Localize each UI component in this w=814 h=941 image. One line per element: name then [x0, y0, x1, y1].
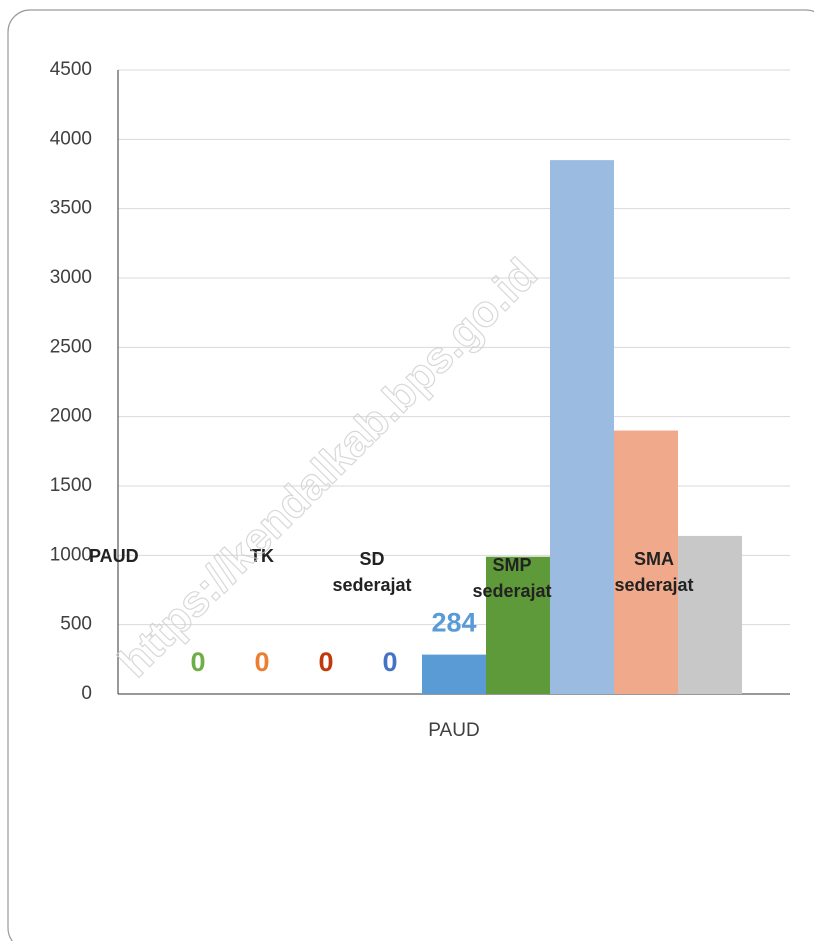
- bar: [486, 556, 550, 694]
- x-tick-label: PAUD: [428, 720, 479, 741]
- bar: [678, 535, 742, 694]
- y-tick-label: 2000: [50, 406, 92, 427]
- y-tick-label: 3500: [50, 198, 92, 219]
- bar: [614, 430, 678, 694]
- y-tick-label: 0: [81, 683, 92, 704]
- annotation: PAUD: [89, 546, 139, 566]
- data-label: 0: [318, 647, 333, 677]
- annotation: SMA sederajat: [614, 549, 693, 595]
- data-label: 284: [431, 608, 476, 638]
- y-tick-label: 1000: [50, 544, 92, 565]
- y-tick-label: 4000: [50, 128, 92, 149]
- bar: [550, 160, 614, 695]
- annotation: SMP sederajat: [472, 555, 551, 601]
- data-label: 0: [382, 647, 397, 677]
- y-tick-label: 3000: [50, 267, 92, 288]
- y-tick-label: 2500: [50, 336, 92, 357]
- data-label: 0: [190, 647, 205, 677]
- bar: [422, 654, 486, 694]
- annotation: SD sederajat: [332, 549, 411, 595]
- data-label: 0: [254, 647, 269, 677]
- annotation: TK: [250, 546, 274, 566]
- y-tick-label: 500: [60, 614, 92, 635]
- y-tick-label: 1500: [50, 475, 92, 496]
- chart-border: [7, 9, 814, 941]
- y-tick-label: 4500: [50, 59, 92, 80]
